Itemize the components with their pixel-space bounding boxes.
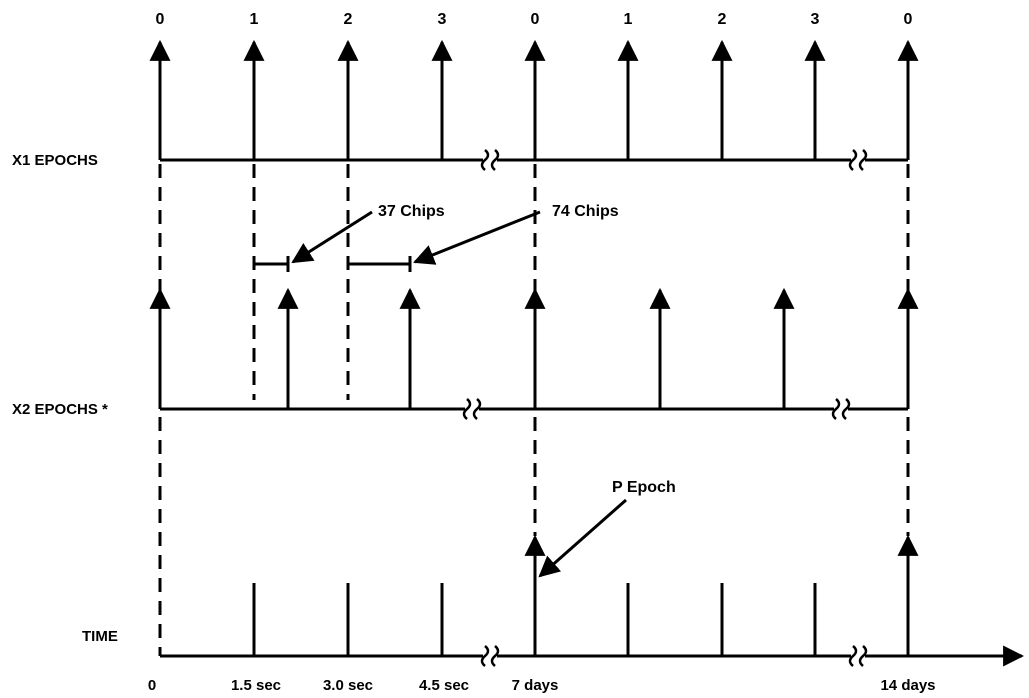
x1-epoch-arrows xyxy=(149,39,919,160)
axis-break-mark xyxy=(858,149,868,171)
time-tick-label: 7 days xyxy=(512,677,559,694)
axis-break-mark xyxy=(480,645,490,667)
x2-axis-break-marks xyxy=(462,398,851,420)
axis-break-mark xyxy=(462,398,472,420)
chips-37-label: 37 Chips xyxy=(378,203,445,220)
chips-74-label: 74 Chips xyxy=(552,203,619,220)
p-epoch-label: P Epoch xyxy=(612,479,676,496)
axis-break-mark xyxy=(831,398,841,420)
annotation-pointers xyxy=(291,210,627,578)
x1-epoch-number: 3 xyxy=(438,11,447,28)
x1-epoch-number: 3 xyxy=(811,11,820,28)
time-tick-label: 0 xyxy=(148,677,156,694)
x1-epoch-number: 1 xyxy=(250,11,259,28)
axis-break-mark xyxy=(858,645,868,667)
time-ticks xyxy=(252,583,817,656)
axis-break-mark xyxy=(848,645,858,667)
chips-37-pointer xyxy=(291,210,373,264)
chips-74-pointer xyxy=(413,210,541,265)
x2-epoch-arrows xyxy=(149,287,919,409)
x2-row-label: X2 EPOCHS * xyxy=(12,401,108,418)
axis-break-mark xyxy=(490,645,500,667)
time-row-label: TIME xyxy=(82,628,118,645)
x1-row-label: X1 EPOCHS xyxy=(12,152,98,169)
time-tick-label: 3.0 sec xyxy=(323,677,373,694)
p-epoch-arrows xyxy=(524,534,919,656)
x1-epoch-number: 1 xyxy=(624,11,633,28)
axis-break-mark xyxy=(472,398,482,420)
axis-break-mark xyxy=(841,398,851,420)
x1-epoch-number: 0 xyxy=(531,11,540,28)
x1-epoch-number: 2 xyxy=(344,11,353,28)
x1-epoch-numbers: 0 1 2 3 0 1 2 3 0 xyxy=(156,11,913,28)
time-axis-break-marks xyxy=(480,645,868,667)
x1-epoch-number: 0 xyxy=(904,11,913,28)
chip-offset-brackets xyxy=(254,256,412,272)
time-tick-label: 4.5 sec xyxy=(419,677,469,694)
x1-epoch-number: 2 xyxy=(718,11,727,28)
axis-break-mark xyxy=(848,149,858,171)
axis-break-mark xyxy=(490,149,500,171)
x1-axis-break-marks xyxy=(480,149,868,171)
axis-break-mark xyxy=(480,149,490,171)
time-tick-label: 14 days xyxy=(880,677,935,694)
p-epoch-pointer xyxy=(538,498,627,578)
time-tick-label: 1.5 sec xyxy=(231,677,281,694)
time-tick-labels: 0 1.5 sec 3.0 sec 4.5 sec 7 days 14 days xyxy=(148,677,936,694)
x1-epoch-number: 0 xyxy=(156,11,165,28)
